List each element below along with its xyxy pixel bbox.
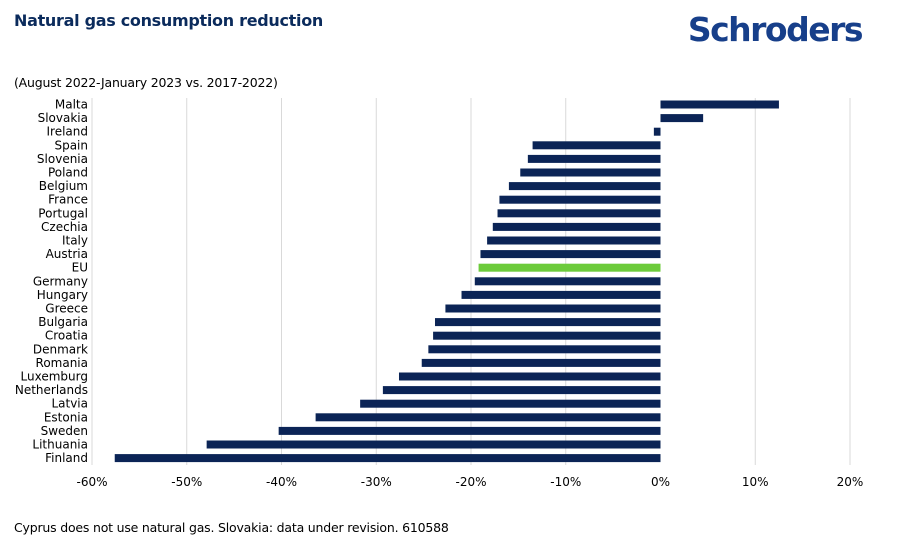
category-label: Belgium (39, 179, 88, 193)
bar-greece (445, 304, 661, 313)
bar-italy (487, 236, 661, 245)
bar-bulgaria (434, 318, 661, 327)
x-tick-label: -50% (171, 475, 202, 489)
bar-finland (114, 454, 661, 463)
bar-portugal (497, 209, 661, 218)
bar-eu (478, 263, 661, 272)
category-label: Malta (55, 98, 88, 112)
category-label: Estonia (44, 410, 88, 424)
category-label: France (48, 193, 88, 207)
bar-luxemburg (398, 372, 661, 381)
x-tick-label: -20% (455, 475, 486, 489)
x-tick-label: 20% (837, 475, 864, 489)
bar-denmark (428, 345, 661, 354)
category-label: Luxemburg (21, 370, 88, 384)
x-tick-label: 0% (651, 475, 670, 489)
category-label: Romania (36, 356, 88, 370)
bar-lithuania (206, 440, 661, 449)
category-label: Denmark (33, 342, 88, 356)
bar-spain (532, 141, 661, 150)
bar-poland (520, 168, 661, 177)
category-label: Greece (45, 302, 88, 316)
x-tick-label: -40% (266, 475, 297, 489)
bar-ireland (653, 127, 661, 136)
chart-subtitle: (August 2022-January 2023 vs. 2017-2022) (14, 75, 278, 90)
bar-france (499, 195, 661, 204)
bar-germany (474, 277, 661, 286)
bar-czechia (492, 222, 661, 231)
bar-belgium (508, 182, 661, 191)
category-label: Latvia (51, 397, 88, 411)
category-label: Finland (45, 451, 88, 465)
category-label: Czechia (41, 220, 88, 234)
category-label: Croatia (45, 329, 88, 343)
bar-chart: MaltaSlovakiaIrelandSpainSloveniaPolandB… (15, 98, 863, 490)
category-label: Lithuania (32, 438, 88, 452)
bar-slovenia (527, 154, 661, 163)
category-label: Spain (54, 138, 88, 152)
bar-romania (421, 358, 661, 367)
category-label: Austria (46, 247, 88, 261)
bars (114, 100, 779, 463)
category-label: EU (72, 261, 88, 275)
category-label: Netherlands (15, 383, 88, 397)
x-tick-label: -30% (361, 475, 392, 489)
bar-croatia (433, 331, 661, 340)
category-label: Slovakia (38, 111, 88, 125)
x-tick-label: 10% (742, 475, 769, 489)
bar-sweden (278, 426, 661, 435)
category-label: Poland (48, 166, 88, 180)
category-label: Italy (62, 234, 88, 248)
schroders-logo: Schroders (687, 10, 864, 49)
bar-latvia (360, 399, 661, 408)
category-label: Germany (33, 274, 88, 288)
bar-netherlands (382, 386, 661, 395)
x-axis-tick-labels: -60% -50% -40% -30% -20% -10% 0% 10% 20% (76, 475, 863, 489)
gridlines (91, 98, 851, 465)
category-label: Hungary (37, 288, 88, 302)
x-tick-label: -60% (76, 475, 107, 489)
bar-slovakia (660, 114, 704, 123)
category-label: Bulgaria (38, 315, 88, 329)
footnote: Cyprus does not use natural gas. Slovaki… (14, 520, 449, 535)
category-labels: MaltaSlovakiaIrelandSpainSloveniaPolandB… (15, 98, 88, 466)
x-tick-label: -10% (550, 475, 581, 489)
bar-austria (480, 250, 661, 259)
chart-title: Natural gas consumption reduction (14, 11, 323, 30)
bar-hungary (461, 290, 661, 299)
category-label: Sweden (41, 424, 88, 438)
bar-malta (660, 100, 779, 109)
category-label: Portugal (38, 206, 88, 220)
category-label: Ireland (46, 125, 88, 139)
category-label: Slovenia (37, 152, 88, 166)
bar-estonia (315, 413, 661, 422)
